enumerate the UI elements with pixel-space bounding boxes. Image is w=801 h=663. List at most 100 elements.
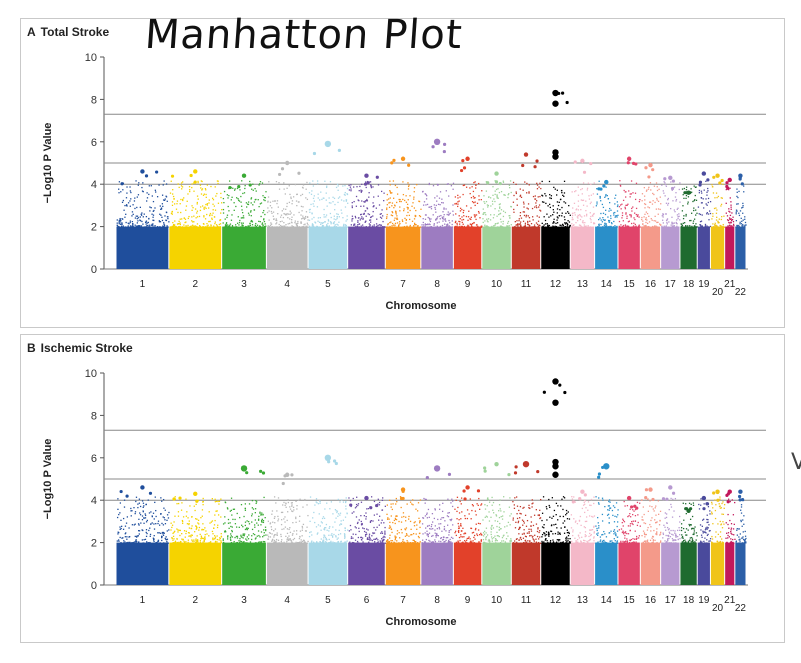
- snp-point: [528, 191, 530, 193]
- snp-point: [475, 224, 478, 226]
- snp-point: [507, 220, 510, 223]
- snp-point: [217, 182, 219, 185]
- snp-point: [348, 542, 351, 544]
- snp-point: [708, 219, 710, 221]
- snp-point: [171, 536, 173, 539]
- panel-title: B Ischemic Stroke: [27, 341, 133, 355]
- snp-point: [171, 201, 174, 203]
- snp-point: [716, 226, 719, 228]
- snp-point: [659, 208, 661, 211]
- snp-point: [142, 506, 144, 508]
- snp-point: [438, 528, 441, 530]
- snp-point: [227, 536, 229, 538]
- snp-point: [526, 192, 528, 194]
- snp-point: [556, 527, 558, 529]
- snp-point: [188, 186, 191, 188]
- snp-point: [460, 518, 462, 520]
- snp-point: [545, 534, 547, 536]
- snp-point: [133, 542, 135, 544]
- snp-point: [588, 198, 591, 200]
- snp-point: [486, 225, 488, 227]
- snp-point: [269, 224, 272, 226]
- snp-point: [482, 221, 484, 224]
- snp-point: [566, 226, 568, 228]
- snp-point: [613, 521, 616, 523]
- chromosome-3-band: [222, 542, 266, 585]
- snp-point: [496, 222, 498, 225]
- snp-point: [206, 203, 208, 205]
- snp-point: [187, 193, 189, 195]
- snp-point: [311, 224, 314, 226]
- snp-point: [203, 529, 205, 531]
- snp-point: [204, 206, 206, 208]
- snp-point: [250, 538, 253, 541]
- snp-point: [522, 507, 524, 509]
- snp-point: [298, 226, 300, 228]
- snp-point: [600, 226, 602, 228]
- snp-point: [629, 523, 632, 525]
- snp-point: [316, 225, 319, 228]
- snp-point: [267, 201, 269, 203]
- snp-point: [485, 225, 488, 228]
- snp-point: [396, 193, 399, 195]
- snp-point: [526, 532, 529, 534]
- snp-point: [177, 223, 179, 225]
- snp-point: [448, 541, 451, 543]
- snp-point: [343, 200, 345, 202]
- snp-point: [541, 201, 544, 203]
- snp-point: [369, 506, 373, 510]
- snp-point: [205, 189, 207, 191]
- snp-point: [210, 224, 212, 226]
- snp-point: [599, 536, 602, 538]
- snp-point: [119, 221, 121, 223]
- snp-point: [608, 500, 610, 503]
- snp-point: [361, 190, 363, 192]
- snp-point: [429, 206, 431, 208]
- snp-point: [581, 193, 583, 195]
- snp-point: [125, 221, 127, 224]
- snp-point: [311, 540, 313, 542]
- snp-point: [166, 225, 168, 227]
- snp-point: [122, 542, 125, 544]
- snp-point: [436, 200, 438, 202]
- snp-point: [344, 516, 347, 518]
- snp-point: [685, 215, 687, 217]
- snp-point: [387, 517, 389, 519]
- snp-point: [177, 531, 179, 533]
- snp-point: [357, 221, 359, 223]
- snp-point: [550, 530, 552, 532]
- snp-point: [273, 517, 276, 519]
- snp-point: [729, 211, 731, 213]
- snp-point: [494, 200, 496, 203]
- snp-point: [739, 223, 741, 225]
- snp-point: [213, 225, 215, 227]
- snp-point: [574, 537, 576, 539]
- snp-point: [616, 225, 618, 228]
- snp-point: [302, 217, 304, 219]
- snp-point: [289, 527, 291, 529]
- snp-point: [351, 542, 353, 544]
- snp-point: [195, 539, 197, 541]
- snp-point: [742, 206, 744, 209]
- snp-point: [446, 225, 448, 227]
- snp-point: [510, 538, 512, 540]
- snp-point: [274, 226, 276, 228]
- snp-point: [344, 536, 346, 538]
- snp-point: [236, 535, 239, 538]
- snp-point: [235, 535, 238, 538]
- snp-point: [465, 186, 468, 188]
- snp-point: [393, 224, 395, 226]
- snp-point: [707, 197, 710, 200]
- snp-point: [449, 222, 451, 224]
- x-tick-label: 13: [577, 279, 589, 290]
- chromosome-1-peak: [140, 169, 145, 174]
- snp-point: [179, 223, 181, 226]
- snp-point: [218, 226, 220, 228]
- snp-point: [203, 539, 205, 541]
- snp-point: [522, 537, 525, 539]
- snp-point: [360, 213, 362, 216]
- snp-point: [407, 185, 410, 188]
- snp-point: [483, 533, 486, 535]
- snp-point: [209, 226, 211, 228]
- snp-point: [120, 527, 122, 530]
